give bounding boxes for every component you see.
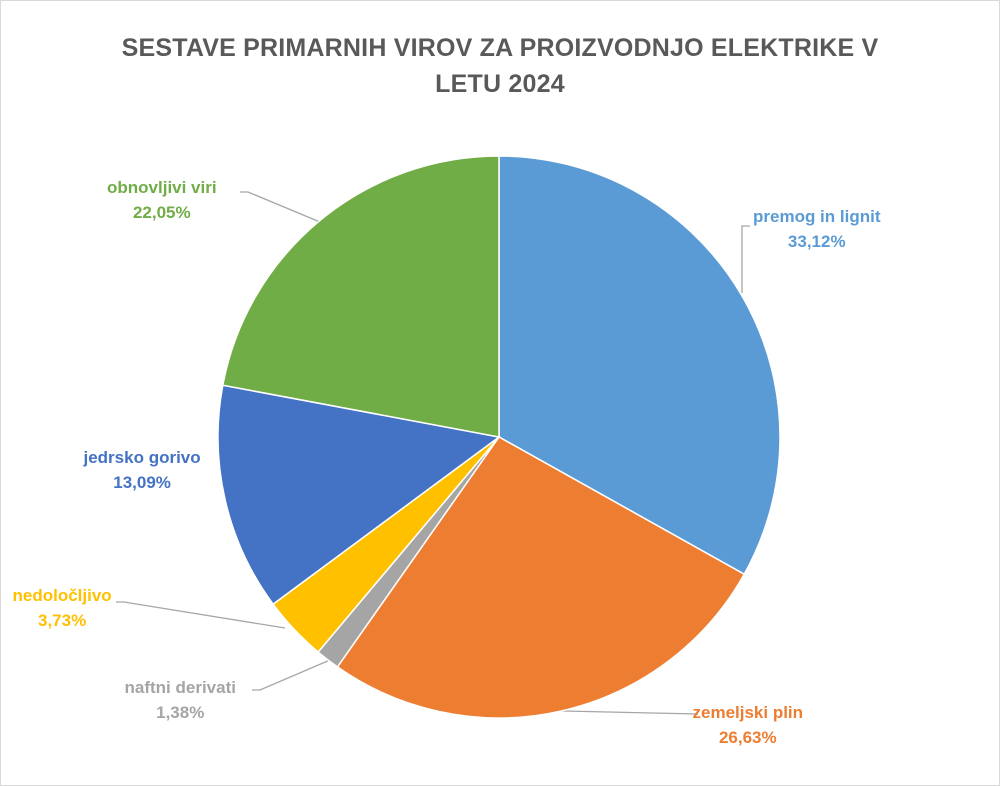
slice-label-2: naftni derivati 1,38%	[125, 675, 236, 725]
slice-label-4: jedrsko gorivo 13,09%	[84, 445, 201, 495]
pie-slice-1	[336, 436, 746, 719]
slice-label-value: 33,12%	[787, 232, 846, 251]
pie-slice-5	[221, 155, 500, 438]
slice-label-0: premog in lignit 33,12%	[753, 204, 881, 254]
leader-line-2	[252, 659, 331, 691]
slice-label-3: nedoločljivo 3,73%	[13, 583, 112, 633]
slice-label-value: 3,73%	[37, 611, 87, 630]
slice-label-value: 1,38%	[156, 703, 205, 722]
slice-label-name: obnovljivi viri	[107, 178, 217, 197]
pie-slice-4	[217, 384, 501, 606]
slice-label-name: naftni derivati	[124, 678, 236, 697]
chart-title: SESTAVE PRIMARNIH VIROV ZA PROIZVODNJO E…	[121, 34, 879, 98]
slice-label-value: 26,63%	[718, 728, 777, 747]
leader-line-3	[116, 601, 286, 629]
slice-label-name: nedoločljivo	[12, 586, 112, 605]
slice-label-value: 13,09%	[113, 473, 171, 492]
slice-label-name: premog in lignit	[753, 207, 881, 226]
leader-line-0	[741, 225, 750, 293]
slice-label-name: jedrsko gorivo	[83, 448, 201, 467]
slice-label-value: 22,05%	[132, 203, 191, 222]
pie-slice-0	[498, 155, 781, 576]
slice-label-5: obnovljivi viri 22,05%	[107, 175, 217, 225]
slice-label-1: zemeljski plin 26,63%	[693, 700, 804, 750]
slice-label-name: zemeljski plin	[692, 703, 804, 722]
leader-line-5	[240, 191, 321, 223]
